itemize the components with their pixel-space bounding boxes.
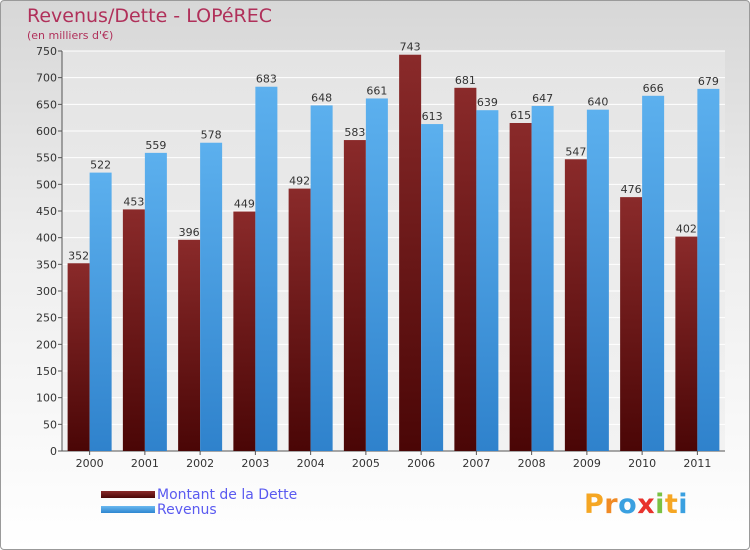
bar-debt (454, 87, 477, 452)
logo-letter: r (604, 489, 619, 520)
bar-debt (288, 188, 311, 451)
bar-revenue (89, 172, 112, 451)
bar-revenue (586, 109, 609, 452)
bar-revenue (365, 98, 388, 451)
data-label-debt: 476 (621, 183, 642, 196)
x-tick-label: 2001 (131, 457, 159, 470)
bar-revenue (421, 124, 444, 452)
data-label-debt: 402 (676, 223, 697, 236)
legend: Montant de la Dette Revenus (101, 486, 298, 518)
data-label-debt: 449 (234, 198, 255, 211)
data-label-debt: 352 (68, 249, 89, 262)
x-tick-label: 2002 (186, 457, 214, 470)
x-tick-label: 2004 (297, 457, 325, 470)
bar-debt (122, 209, 145, 451)
bar-revenue (144, 152, 167, 451)
y-tick-label: 750 (36, 45, 57, 58)
plot-area (62, 51, 725, 451)
x-tick-label: 2005 (352, 457, 380, 470)
data-label-debt: 453 (123, 195, 144, 208)
data-label-revenue: 640 (587, 96, 608, 109)
data-label-debt: 743 (400, 41, 421, 54)
bar-revenue (200, 142, 223, 451)
y-tick-label: 100 (36, 392, 57, 405)
logo-letter: x (637, 489, 656, 520)
legend-label-debt: Montant de la Dette (157, 486, 298, 503)
bar-debt (564, 159, 587, 451)
data-label-revenue: 661 (366, 84, 387, 97)
y-tick-label: 350 (36, 258, 57, 271)
bar-debt (399, 54, 422, 451)
logo-letter: t (664, 489, 679, 520)
y-tick-label: 400 (36, 232, 57, 245)
bar-debt (178, 239, 201, 451)
x-tick-label: 2007 (462, 457, 490, 470)
y-tick-label: 50 (43, 418, 57, 431)
y-tick-label: 200 (36, 338, 57, 351)
bar-revenue (642, 95, 665, 452)
y-tick-label: 300 (36, 285, 57, 298)
bar-revenue (697, 88, 720, 451)
chart-subtitle: (en milliers d'€) (27, 29, 114, 42)
x-tick-label: 2003 (241, 457, 269, 470)
bar-revenue (310, 105, 333, 452)
data-label-revenue: 647 (532, 92, 553, 105)
data-label-revenue: 639 (477, 96, 498, 109)
logo-letter: o (618, 489, 638, 520)
y-tick-label: 700 (36, 72, 57, 85)
data-label-revenue: 666 (643, 82, 664, 95)
bar-debt (233, 211, 256, 451)
y-tick-label: 650 (36, 98, 57, 111)
bar-debt (343, 140, 366, 452)
data-label-debt: 583 (344, 126, 365, 139)
data-label-revenue: 522 (90, 159, 111, 172)
logo-letter: P (584, 489, 605, 520)
legend-item-revenue: Revenus (101, 501, 297, 518)
legend-swatch-revenue (101, 506, 155, 513)
logo-letter: i (678, 489, 689, 520)
data-label-revenue: 559 (145, 139, 166, 152)
bar-revenue (531, 105, 554, 451)
x-tick-label: 2010 (628, 457, 656, 470)
data-label-debt: 681 (455, 74, 476, 87)
x-tick-label: 2011 (683, 457, 711, 470)
data-label-revenue: 679 (698, 75, 719, 88)
y-tick-label: 550 (36, 152, 57, 165)
bar-debt (67, 263, 90, 451)
y-tick-label: 150 (36, 365, 57, 378)
data-label-revenue: 648 (311, 91, 332, 104)
y-tick-label: 0 (50, 445, 57, 458)
y-tick-label: 450 (36, 205, 57, 218)
data-label-revenue: 613 (422, 110, 443, 123)
bar-revenue (476, 110, 499, 451)
data-label-revenue: 578 (201, 129, 222, 142)
y-tick-label: 600 (36, 125, 57, 138)
data-label-debt: 396 (179, 226, 200, 239)
x-tick-label: 2006 (407, 457, 435, 470)
bar-debt (675, 236, 698, 451)
data-label-revenue: 683 (256, 73, 277, 86)
legend-swatch-debt (101, 491, 155, 498)
x-tick-label: 2009 (573, 457, 601, 470)
x-tick-label: 2008 (518, 457, 546, 470)
bar-revenue (255, 86, 278, 451)
data-label-debt: 492 (289, 175, 310, 188)
legend-item-debt: Montant de la Dette (101, 486, 298, 503)
data-label-debt: 547 (565, 145, 586, 158)
proxiti-logo: Proxiti (584, 489, 688, 520)
bar-debt (509, 123, 532, 451)
data-label-debt: 615 (510, 109, 531, 122)
bar-debt (620, 197, 643, 451)
logo-letter: i (655, 489, 665, 520)
x-tick-label: 2000 (76, 457, 104, 470)
y-tick-label: 500 (36, 178, 57, 191)
y-tick-label: 250 (36, 312, 57, 325)
chart-title: Revenus/Dette - LOPéREC (27, 5, 273, 27)
legend-label-revenue: Revenus (157, 501, 217, 518)
